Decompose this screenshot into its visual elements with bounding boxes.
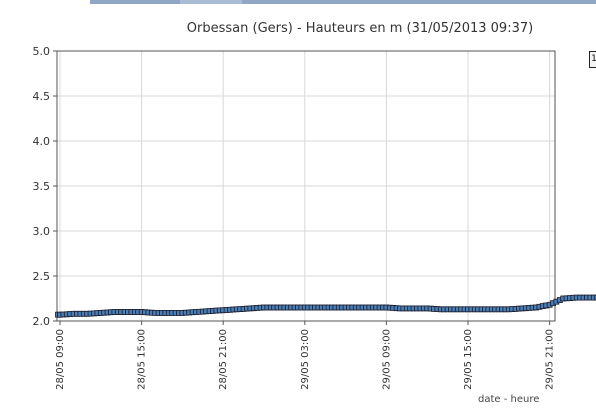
side-control[interactable]: 1 bbox=[589, 51, 596, 68]
y-tick-label: 4.5 bbox=[33, 90, 51, 103]
plot-frame bbox=[56, 50, 556, 322]
top-tab[interactable] bbox=[180, 0, 242, 4]
label-layer: 2.0 2.5 3.0 3.5 4.0 4.5 5.0 28/05 09:00 28/05 15… bbox=[33, 45, 556, 390]
y-tick-label: 3.5 bbox=[33, 180, 51, 193]
axis-layer bbox=[53, 50, 556, 325]
y-tick-label: 3.0 bbox=[33, 225, 51, 238]
series-layer bbox=[55, 294, 596, 318]
x-tick-label: 29/05 15:00 bbox=[463, 329, 474, 390]
x-tick-label: 29/05 09:00 bbox=[381, 329, 392, 390]
x-tick-label: 29/05 03:00 bbox=[300, 329, 311, 390]
top-toolbar-strip bbox=[90, 0, 596, 4]
x-tick-label: 28/05 09:00 bbox=[55, 329, 66, 390]
x-tick-label: 28/05 21:00 bbox=[218, 329, 229, 390]
x-axis-label: date - heure bbox=[478, 394, 540, 405]
x-tick-label: 29/05 21:00 bbox=[545, 329, 556, 390]
y-tick-label: 5.0 bbox=[33, 45, 51, 58]
data-point bbox=[590, 294, 596, 301]
y-tick-label: 2.5 bbox=[33, 270, 51, 283]
x-tick-label: 28/05 15:00 bbox=[137, 329, 148, 390]
y-tick-label: 4.0 bbox=[33, 135, 51, 148]
chart-title: Orbessan (Gers) - Hauteurs en m (31/05/2… bbox=[186, 21, 534, 36]
y-tick-label: 2.0 bbox=[33, 315, 51, 328]
data-point bbox=[594, 294, 596, 301]
